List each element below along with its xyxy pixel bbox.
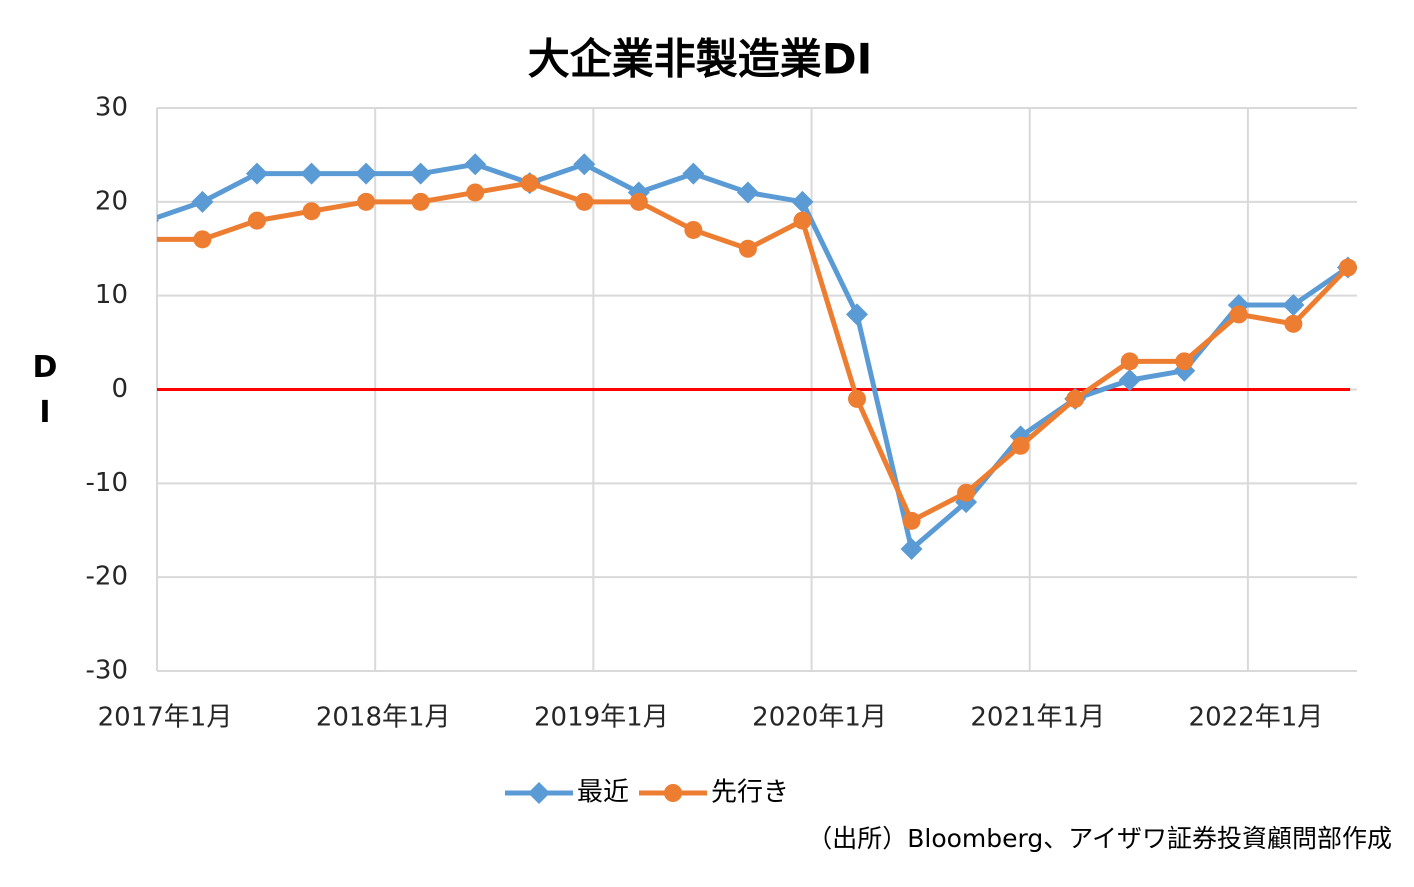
marker xyxy=(848,389,866,408)
y-tick-label: 30 xyxy=(95,93,128,123)
marker xyxy=(1066,389,1085,408)
plot-area xyxy=(139,153,1357,561)
marker xyxy=(409,162,432,185)
legend-marker xyxy=(664,784,683,802)
marker xyxy=(902,511,921,530)
y-tick-label: -20 xyxy=(86,562,128,592)
marker xyxy=(246,162,268,185)
marker xyxy=(1282,294,1305,317)
marker xyxy=(464,153,487,176)
marker xyxy=(1175,352,1194,371)
marker xyxy=(520,174,539,193)
marker xyxy=(629,192,648,211)
marker xyxy=(900,538,923,561)
marker xyxy=(573,153,596,176)
y-tick-label: 10 xyxy=(95,280,128,310)
x-tick-label: 2018年1月 xyxy=(316,703,451,733)
marker xyxy=(682,162,705,185)
marker xyxy=(193,230,212,249)
marker xyxy=(300,162,323,185)
y-tick-label: -30 xyxy=(86,656,128,686)
marker xyxy=(1011,436,1030,455)
marker xyxy=(791,190,814,213)
marker xyxy=(248,211,266,230)
y-tick-label: -10 xyxy=(86,468,128,498)
x-tick-label: 2020年1月 xyxy=(752,703,887,733)
y-tick-label: 20 xyxy=(95,186,128,216)
marker xyxy=(357,192,376,211)
marker xyxy=(1284,314,1303,333)
marker xyxy=(1338,258,1357,277)
legend-label: 最近 xyxy=(577,778,629,808)
source-note: （出所）Bloomberg、アイザワ証券投資顧問部作成 xyxy=(807,824,1392,853)
marker xyxy=(355,162,378,185)
legend-marker xyxy=(528,782,550,804)
marker xyxy=(139,230,157,248)
marker xyxy=(1118,369,1141,392)
y-tick-label: 0 xyxy=(111,374,128,404)
legend-label: 先行き xyxy=(711,778,789,808)
marker xyxy=(575,192,594,211)
chart-title: 大企業非製造業DI xyxy=(528,35,873,84)
y-axis-label: DI xyxy=(28,350,63,440)
x-tick-label: 2017年1月 xyxy=(98,703,233,733)
marker xyxy=(191,190,214,213)
marker xyxy=(157,218,159,223)
marker xyxy=(684,220,703,239)
marker xyxy=(738,239,757,258)
line xyxy=(157,161,1350,554)
marker xyxy=(793,211,812,230)
x-tick-label: 2019年1月 xyxy=(534,703,669,733)
marker xyxy=(736,181,759,204)
line xyxy=(157,180,1350,525)
marker xyxy=(1120,352,1139,371)
marker xyxy=(1229,305,1248,324)
x-tick-label: 2021年1月 xyxy=(970,703,1105,733)
marker xyxy=(466,183,485,202)
marker xyxy=(411,192,430,211)
marker xyxy=(302,202,321,221)
x-tick-label: 2022年1月 xyxy=(1189,703,1324,733)
marker xyxy=(957,483,976,502)
marker xyxy=(846,303,868,326)
